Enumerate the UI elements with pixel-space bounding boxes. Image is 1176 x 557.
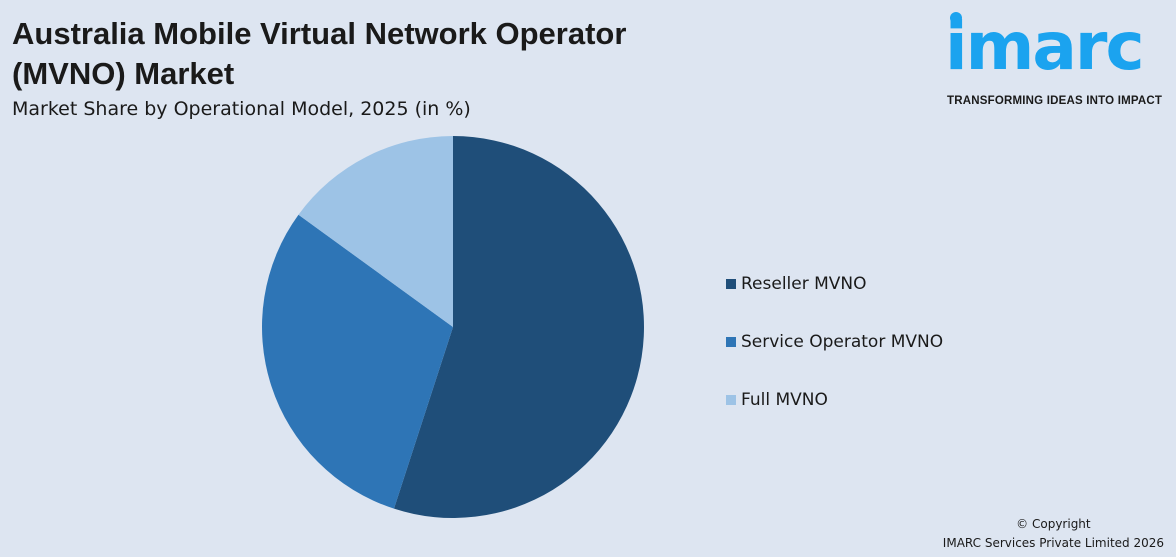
chart-legend: Reseller MVNO Service Operator MVNO Full M…	[726, 273, 943, 447]
legend-label: Reseller MVNO	[741, 274, 867, 294]
legend-label: Full MVNO	[741, 390, 828, 410]
logo-dot	[950, 12, 962, 24]
legend-swatch	[726, 337, 736, 347]
copyright-label: © Copyright	[1016, 517, 1091, 531]
logo-wordmark: imarc	[945, 8, 1145, 85]
copyright-notice: © Copyright IMARC Services Private Limit…	[943, 515, 1164, 553]
legend-label: Service Operator MVNO	[741, 332, 944, 352]
legend-item: Full MVNO	[726, 389, 943, 411]
pie-slice-reseller-mvno	[393, 136, 645, 518]
copyright-company: IMARC Services Private Limited 2026	[942, 536, 1164, 550]
legend-swatch	[726, 279, 736, 289]
imarc-logo: imarc TRANSFORMING IDEAS INTO IMPACT	[945, 8, 1171, 112]
legend-item: Reseller MVNO	[726, 273, 943, 295]
logo-tagline: TRANSFORMING IDEAS INTO IMPACT	[947, 95, 1163, 107]
pie-slice-service-operator-mvno	[262, 214, 453, 509]
chart-title: Australia Mobile Virtual Network Operato…	[12, 16, 627, 91]
legend-swatch	[726, 395, 736, 405]
legend-item: Service Operator MVNO	[726, 331, 943, 353]
chart-subtitle: Market Share by Operational Model, 2025 …	[12, 98, 471, 120]
pie-slice-full-mvno	[298, 136, 453, 327]
chart-header: Australia Mobile Virtual Network Operato…	[12, 14, 812, 120]
